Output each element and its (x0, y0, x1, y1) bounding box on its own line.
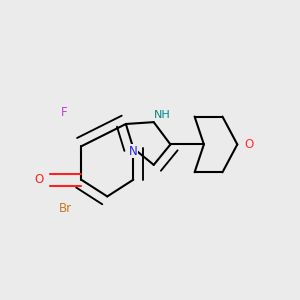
Text: O: O (35, 173, 44, 186)
Text: NH: NH (154, 110, 170, 120)
Text: O: O (244, 138, 254, 151)
Text: F: F (61, 106, 68, 119)
Text: N: N (129, 145, 138, 158)
Text: Br: Br (59, 202, 72, 215)
